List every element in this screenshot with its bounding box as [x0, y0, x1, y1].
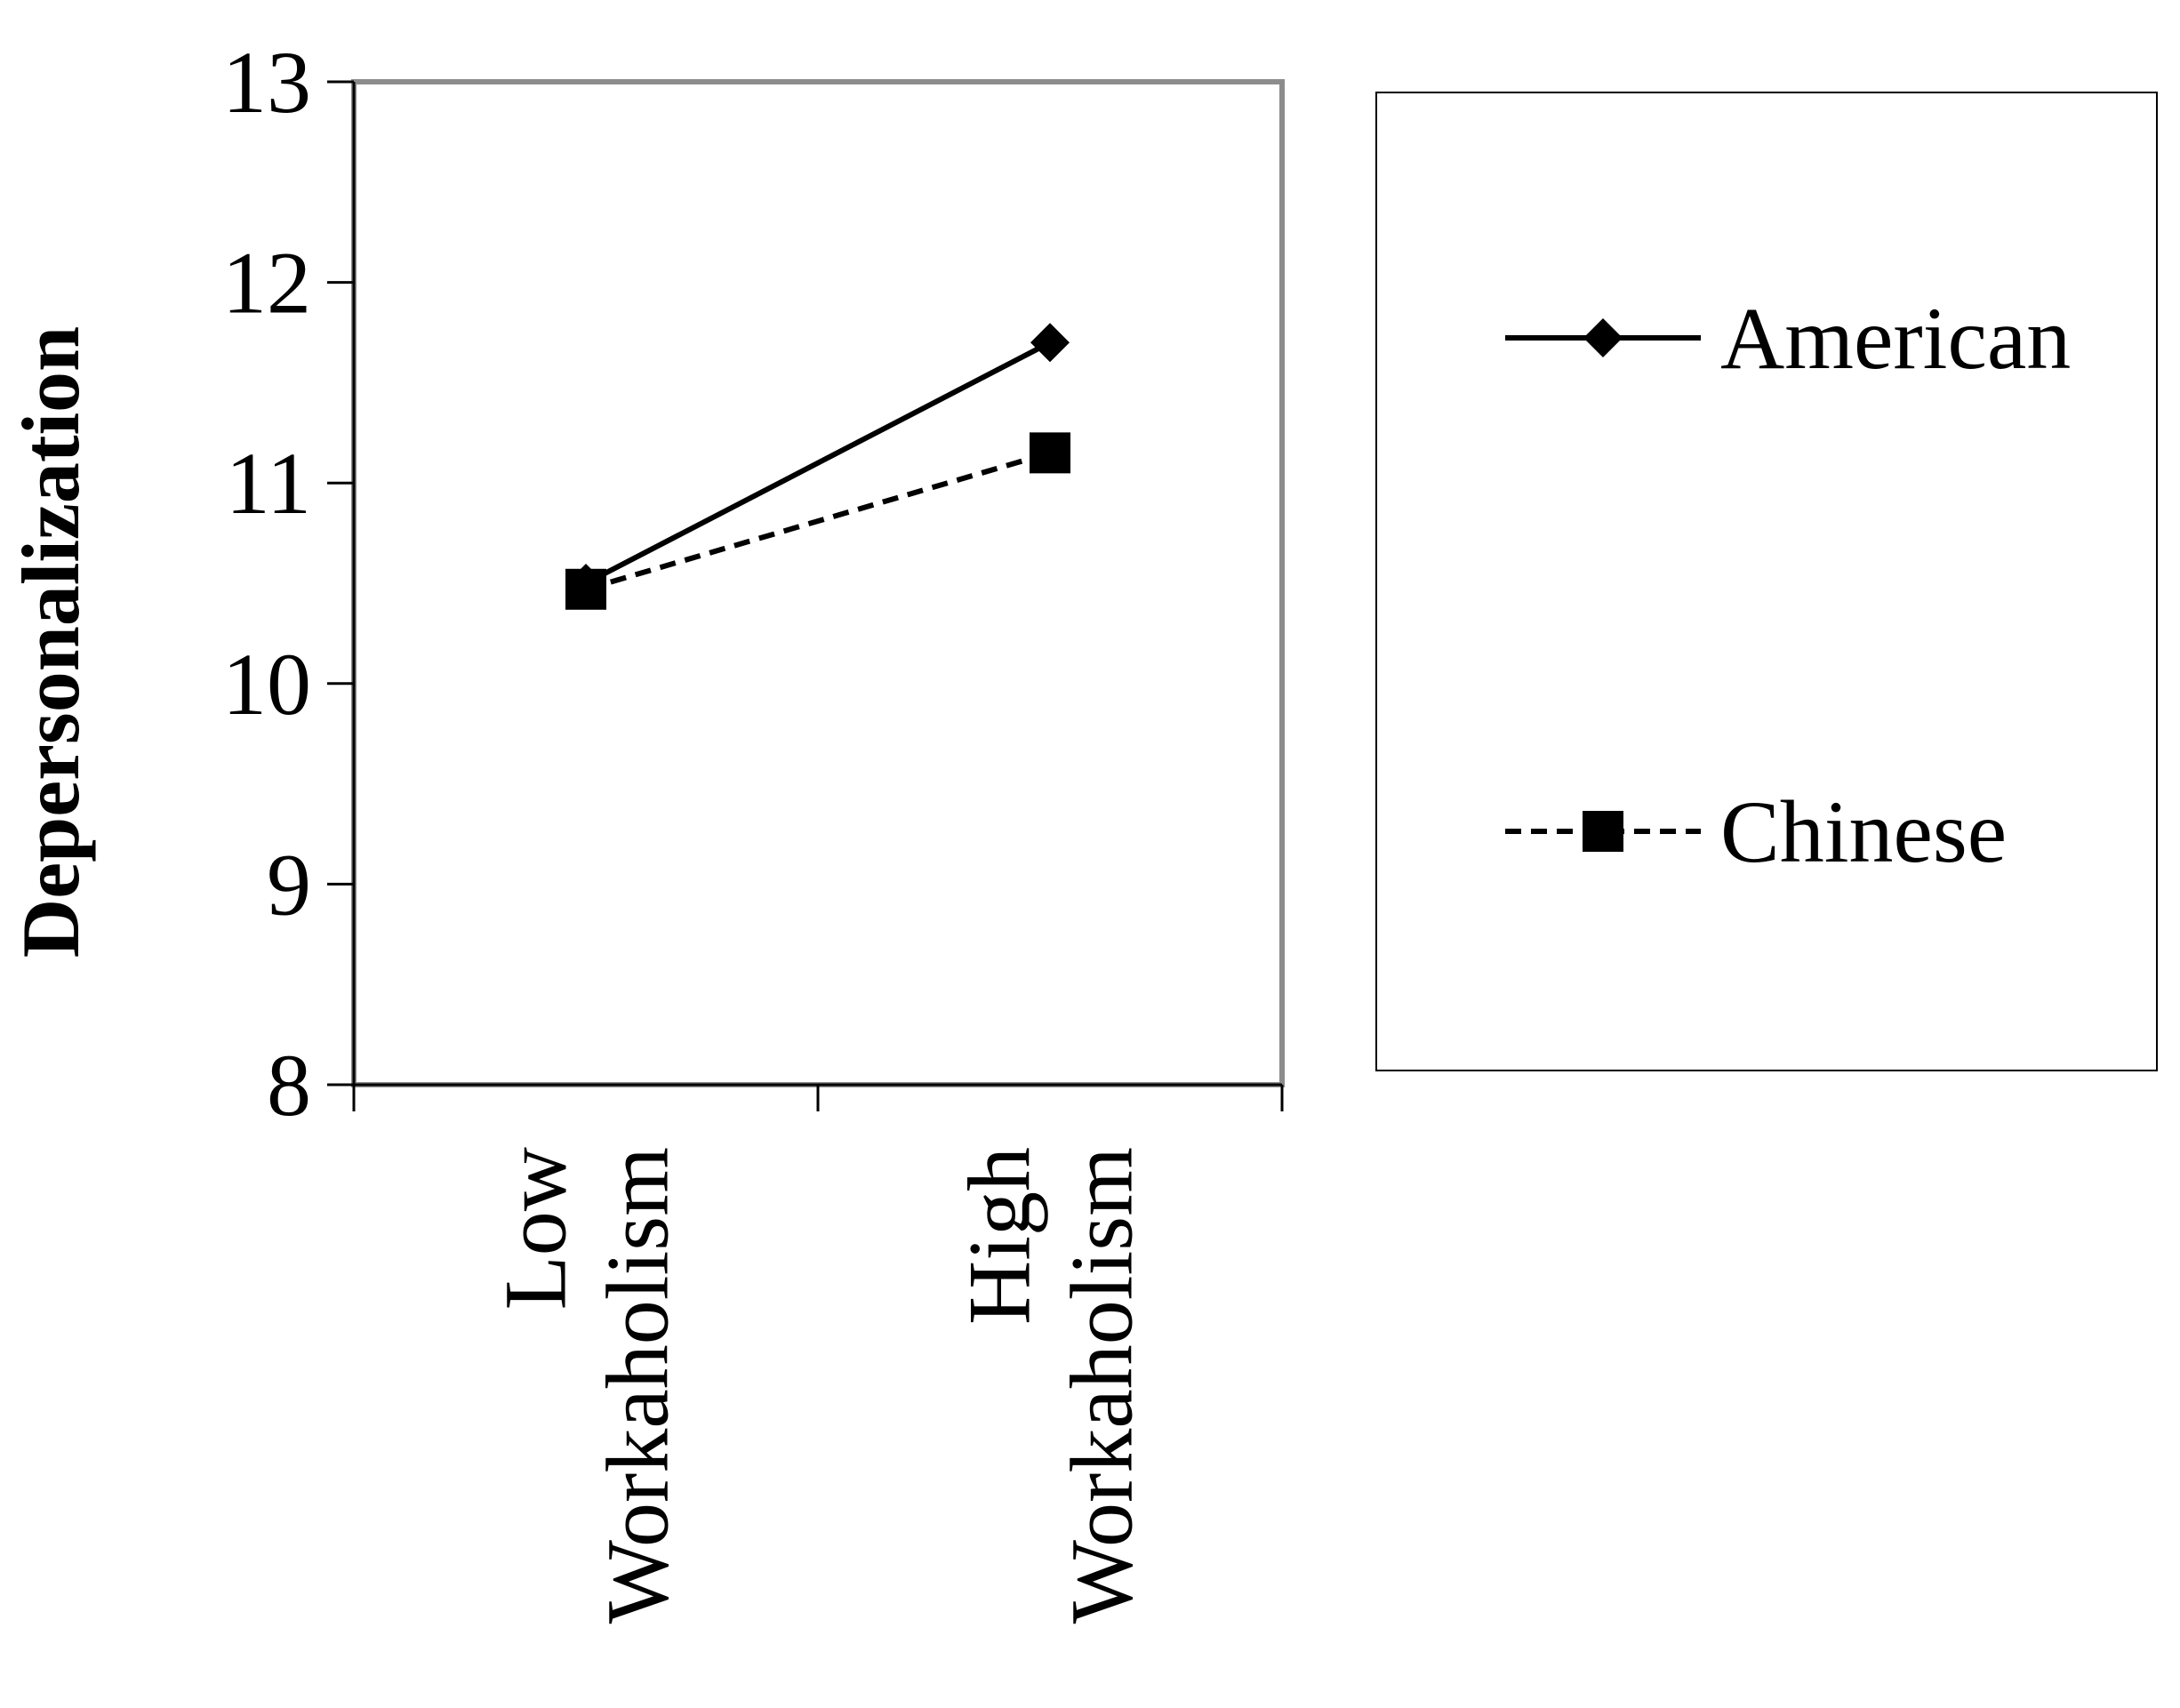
legend-label: Chinese: [1720, 782, 2007, 881]
y-tick-label: 8: [267, 1036, 311, 1135]
data-point-marker: [1030, 323, 1070, 363]
data-point-marker: [565, 568, 606, 610]
series-line: [585, 450, 1051, 592]
legend-label: American: [1720, 289, 2071, 388]
legend-marker: [1583, 811, 1623, 852]
y-tick-label: 13: [222, 33, 311, 132]
y-tick-label: 11: [226, 434, 311, 533]
y-tick-label: 12: [222, 234, 311, 333]
x-tick-label-line: Workaholism: [589, 1147, 687, 1624]
series-chinese: [565, 432, 1070, 610]
series-layer: [565, 323, 1070, 610]
x-tick-label-line: Low: [486, 1147, 585, 1310]
data-point-marker: [1030, 432, 1070, 474]
x-tick-label: High Workaholism: [950, 1147, 1151, 1624]
x-tick-label-line: Workaholism: [1053, 1147, 1151, 1624]
legend-item-american: American: [1505, 289, 2071, 388]
y-tick-label: 10: [222, 635, 311, 734]
y-axis-label: Depersonalization: [5, 326, 96, 958]
series-american: [566, 323, 1070, 603]
x-tick-label: Low Workaholism: [486, 1147, 687, 1624]
legend: American Chinese: [1505, 289, 2071, 881]
series-line: [584, 340, 1052, 586]
y-axis-ticks: 8 9 10 11 12 13: [222, 33, 354, 1135]
legend-box: [1375, 92, 2158, 1071]
x-tick-label-line: High: [950, 1147, 1049, 1325]
plot-area-frame: [351, 79, 1285, 1087]
y-tick-label: 9: [267, 835, 311, 934]
legend-item-chinese: Chinese: [1505, 782, 2007, 881]
legend-marker: [1583, 318, 1623, 357]
x-axis-ticks: Low Workaholism High Workaholism: [352, 1085, 1284, 1624]
